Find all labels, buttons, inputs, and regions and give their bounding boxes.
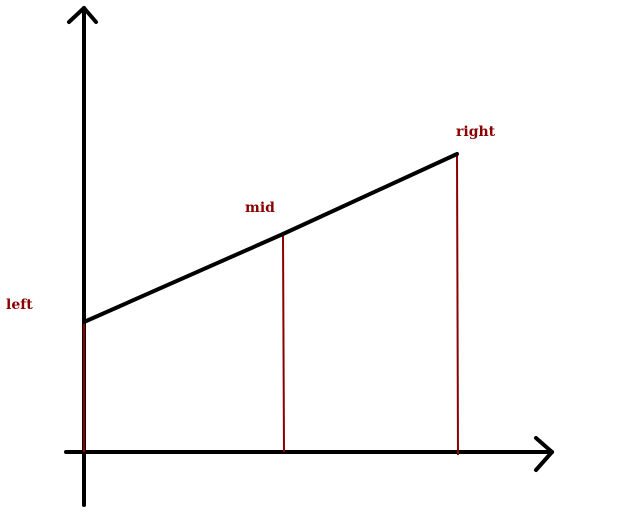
sloped-line [82, 152, 459, 324]
y-axis-arrowhead [67, 6, 98, 24]
right-vertical-line [456, 153, 459, 456]
mid-label: mid [245, 200, 275, 216]
mid-vertical-line [282, 234, 285, 453]
x-axis-arrowhead [534, 436, 554, 472]
left-label: left [6, 297, 33, 313]
right-label: right [456, 124, 496, 140]
